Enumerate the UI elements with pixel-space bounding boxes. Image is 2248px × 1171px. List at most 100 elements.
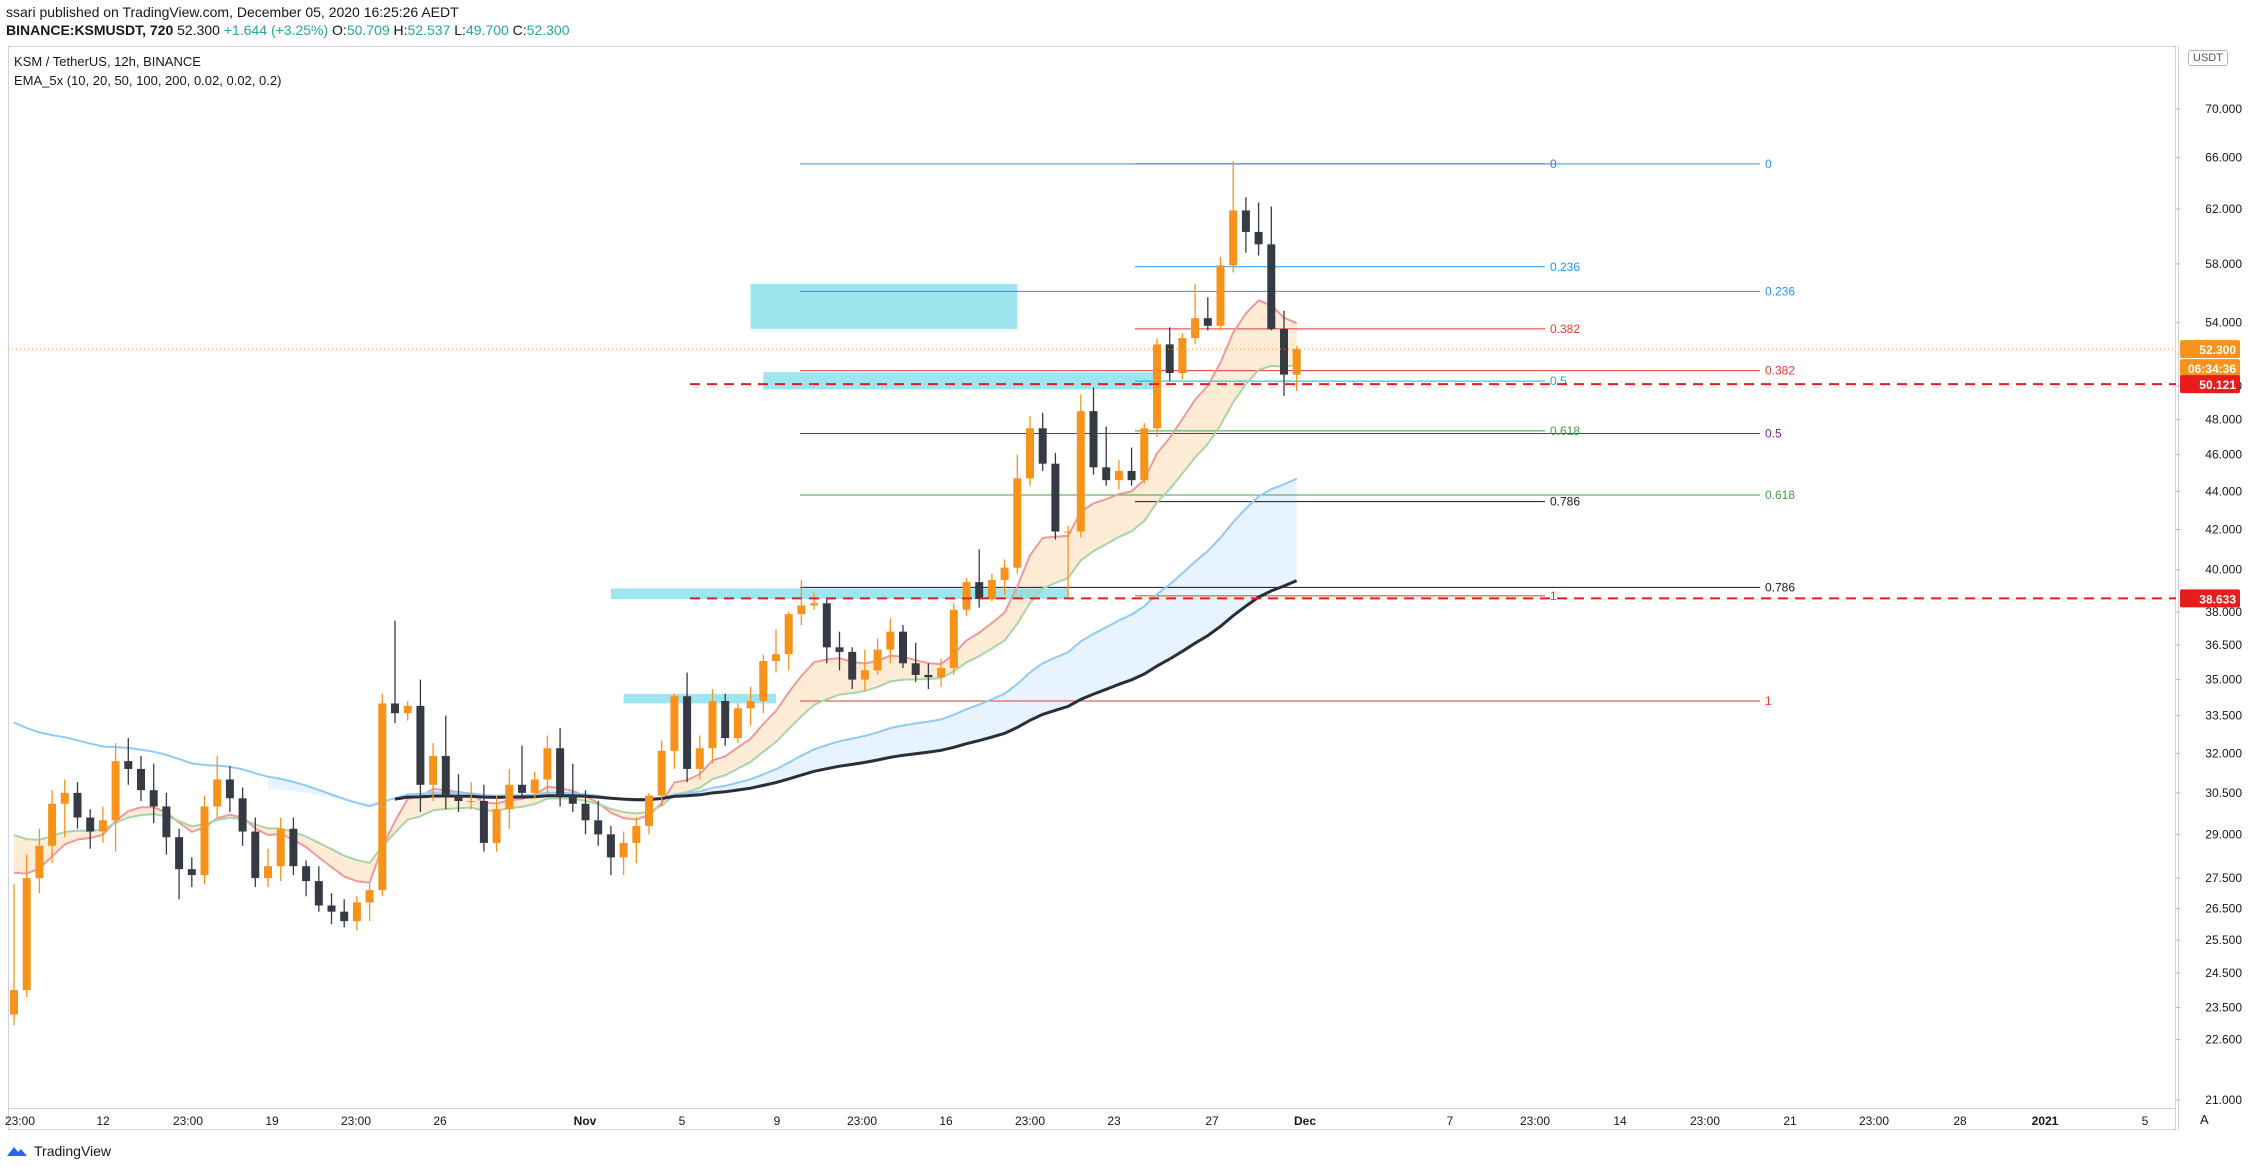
- candle-body: [708, 701, 717, 749]
- price-tick-label: 27.500: [2205, 871, 2242, 885]
- time-tick-label: 19: [265, 1114, 279, 1128]
- legend-indicator: EMA_5x (10, 20, 50, 100, 200, 0.02, 0.02…: [14, 73, 282, 88]
- high-value: 52.537: [407, 22, 451, 38]
- time-tick-label: 14: [1613, 1114, 1627, 1128]
- price-tick-label: 22.600: [2205, 1033, 2242, 1047]
- candle-body: [733, 708, 742, 739]
- candle-body: [200, 806, 209, 876]
- candle-body: [645, 795, 653, 826]
- countdown-tag-bg: [2180, 359, 2240, 378]
- candle-body: [1203, 318, 1212, 326]
- candle-body: [1191, 318, 1200, 339]
- tradingview-logo-icon: [7, 1147, 27, 1156]
- fib-label: 0: [1765, 157, 1772, 171]
- candle-body: [899, 631, 907, 664]
- price-change: +1.644 (+3.25%): [223, 22, 329, 38]
- time-tick-label: Dec: [1294, 1114, 1316, 1128]
- close-label: C:: [512, 22, 527, 38]
- candle-body: [987, 580, 996, 600]
- auto-scale-button[interactable]: A: [2200, 1112, 2209, 1127]
- candle-body: [175, 837, 184, 870]
- candle-body: [1013, 478, 1022, 568]
- price-tick-label: 21.000: [2205, 1093, 2242, 1107]
- candle-body: [149, 790, 158, 807]
- fib-label-secondary: 0.5: [1550, 374, 1567, 388]
- candle-body: [632, 825, 641, 843]
- candle-body: [784, 614, 793, 655]
- candle-body: [1076, 411, 1085, 532]
- time-tick-label: 23:00: [341, 1114, 371, 1128]
- candle-body: [594, 820, 603, 835]
- candle-body: [937, 667, 946, 678]
- candle-body: [22, 878, 31, 991]
- price-tick-label: 25.500: [2205, 933, 2242, 947]
- candle-body: [391, 703, 399, 714]
- candle-body: [1267, 244, 1276, 329]
- symbol-ohlc-line: BINANCE:KSMUSDT, 720 52.300 +1.644 (+3.2…: [6, 21, 570, 39]
- candle-body: [810, 603, 819, 606]
- candle-body: [467, 801, 476, 803]
- candle-body: [1102, 467, 1111, 481]
- candle-body: [683, 696, 692, 769]
- price-tick-label: 62.000: [2205, 202, 2242, 216]
- countdown-tag: 06:34:36: [2188, 362, 2236, 376]
- candle-body: [1000, 567, 1009, 581]
- candle-body: [975, 582, 984, 600]
- candle-body: [429, 755, 438, 785]
- low-label: L:: [454, 22, 466, 38]
- time-tick-label: 27: [1205, 1114, 1219, 1128]
- candle-body: [289, 828, 298, 867]
- candle-body: [187, 869, 196, 876]
- candle-body: [797, 605, 806, 615]
- candle-body: [1216, 265, 1225, 326]
- price-axis[interactable]: [2178, 46, 2248, 1130]
- footer-brand: TradingView: [6, 1143, 111, 1159]
- legend-title: KSM / TetherUS, 12h, BINANCE: [14, 54, 201, 69]
- price-tick-label: 32.000: [2205, 746, 2242, 760]
- candle-body: [365, 890, 374, 903]
- level-tag-bg: [2180, 589, 2240, 608]
- candle-body: [695, 748, 704, 769]
- symbol-label: BINANCE:KSMUSDT, 720: [6, 22, 174, 38]
- candle-body: [772, 654, 780, 662]
- open-value: 50.709: [346, 22, 390, 38]
- time-axis[interactable]: [8, 1108, 2176, 1131]
- candle-body: [721, 701, 730, 739]
- level-tag: 38.633: [2199, 592, 2236, 606]
- level-tag-bg: [2180, 375, 2240, 394]
- candle-body: [848, 651, 857, 680]
- price-tick-label: 30.500: [2205, 786, 2242, 800]
- candle-body: [1140, 428, 1149, 481]
- candle-body: [264, 866, 272, 879]
- time-tick-label: 23:00: [1690, 1114, 1720, 1128]
- publish-line: ssari published on TradingView.com, Dece…: [6, 4, 459, 20]
- candle-body: [962, 582, 971, 610]
- price-tick-label: 48.000: [2205, 413, 2242, 427]
- price-tick-label: 35.000: [2205, 673, 2242, 687]
- candle-body: [606, 834, 615, 858]
- price-tick-label: 26.500: [2205, 902, 2242, 916]
- time-tick-label: 7: [1447, 1114, 1454, 1128]
- candle-body: [924, 674, 933, 678]
- candle-body: [340, 911, 349, 922]
- candle-body: [1280, 328, 1288, 375]
- candle-body: [48, 803, 57, 846]
- chart-pane[interactable]: [8, 46, 2176, 1130]
- candle-body: [1038, 428, 1047, 464]
- fib-label: 0.5: [1765, 427, 1782, 441]
- candle-body: [619, 842, 628, 858]
- time-tick-label: 23:00: [1520, 1114, 1550, 1128]
- fib-label-secondary: 1: [1550, 589, 1557, 603]
- candle-body: [238, 798, 247, 832]
- currency-badge[interactable]: USDT: [2188, 50, 2228, 66]
- current-price-tag: 52.300: [2199, 343, 2236, 357]
- candle-body: [1241, 210, 1250, 232]
- candle-body: [479, 801, 488, 843]
- price-tick-label: 24.500: [2205, 966, 2242, 980]
- candle-body: [949, 609, 958, 668]
- candle-body: [556, 748, 565, 796]
- time-tick-label: 5: [679, 1114, 686, 1128]
- candle-body: [1229, 210, 1238, 266]
- price-tick-label: 46.000: [2205, 448, 2242, 462]
